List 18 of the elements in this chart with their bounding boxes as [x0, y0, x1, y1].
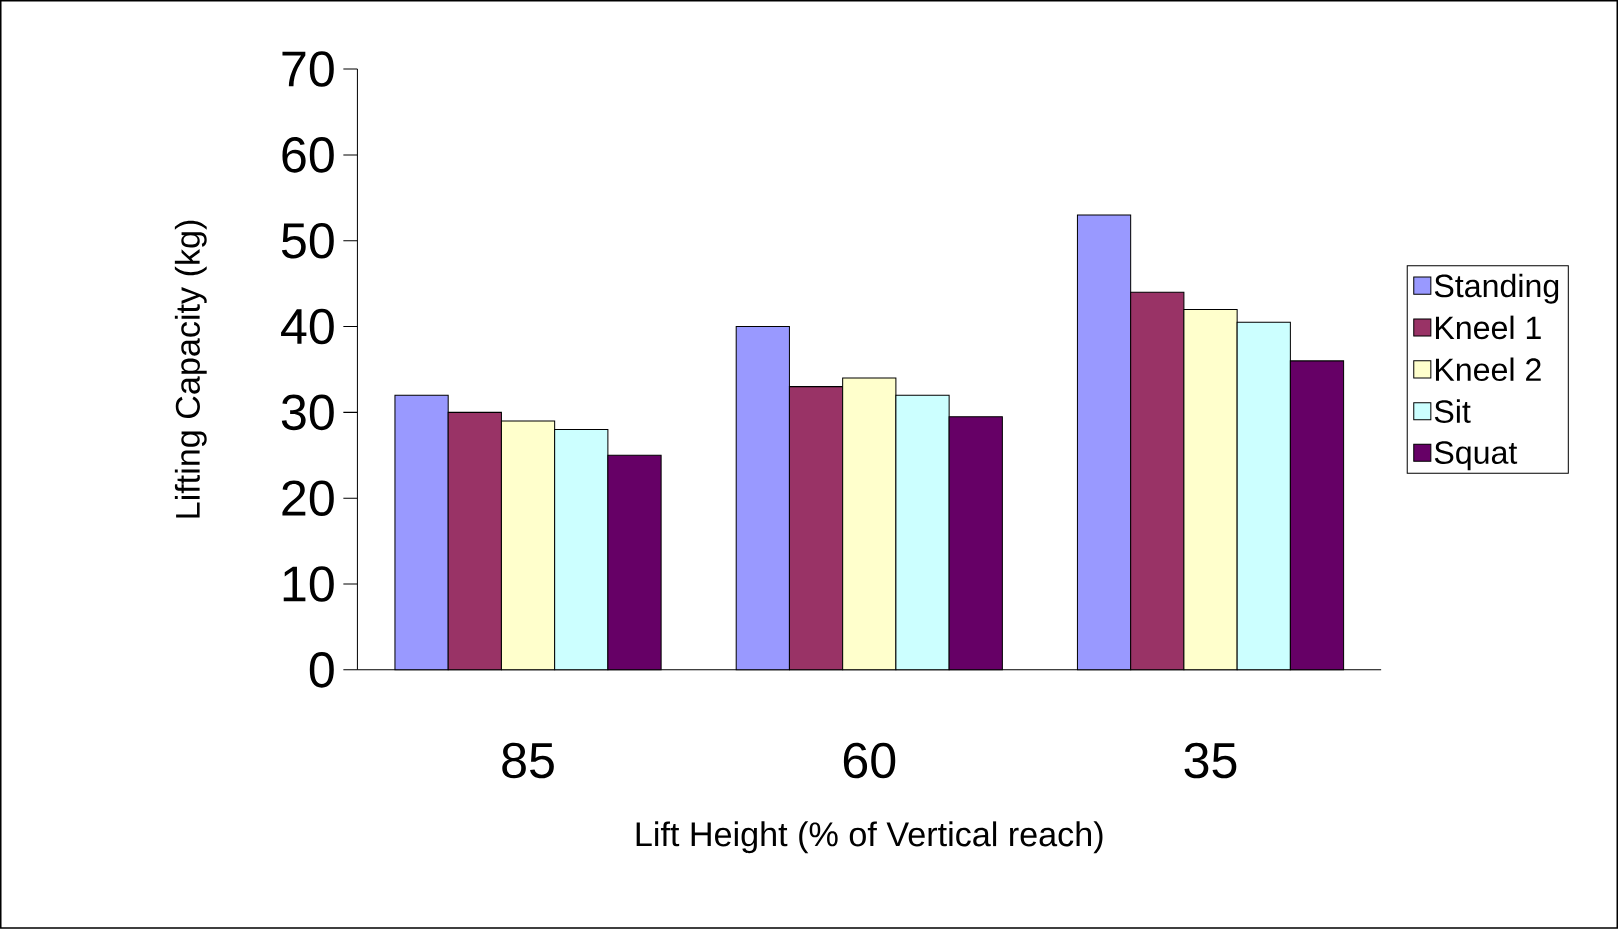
- legend-label: Standing: [1434, 273, 1559, 304]
- legend-label: Kneel 2: [1435, 357, 1541, 382]
- y-tick-label: 70: [282, 51, 334, 87]
- x-tick-label: 35: [1184, 742, 1237, 779]
- y-tick-label: 40: [281, 308, 334, 345]
- y-axis-title: Lifting Capacity (kg): [174, 220, 207, 518]
- x-tick-label: 85: [502, 742, 554, 779]
- y-tick-label: 30: [281, 394, 334, 431]
- y-tick-label: 0: [309, 652, 334, 688]
- y-tick-label: 10: [283, 566, 334, 602]
- legend-label: Kneel 1: [1435, 315, 1541, 340]
- y-tick-label: 20: [282, 480, 334, 517]
- legend-label: Sit: [1434, 399, 1471, 424]
- y-tick-label: 60: [282, 137, 334, 173]
- x-axis-title: Lift Height (% of Vertical reach): [636, 821, 1103, 854]
- legend-label: Squat: [1434, 441, 1518, 471]
- x-tick-label: 60: [843, 742, 896, 779]
- y-tick-label: 50: [281, 223, 334, 259]
